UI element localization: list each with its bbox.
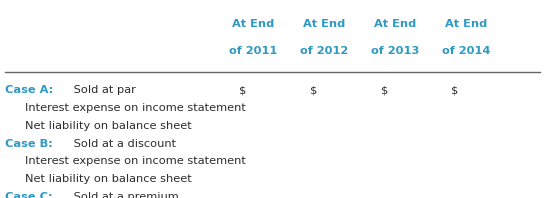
Text: Sold at a discount: Sold at a discount	[70, 139, 176, 148]
Text: At End: At End	[374, 19, 416, 29]
Text: of 2014: of 2014	[442, 47, 490, 56]
Text: Interest expense on income statement: Interest expense on income statement	[25, 156, 245, 166]
Text: $: $	[451, 85, 459, 95]
Text: of 2011: of 2011	[229, 47, 277, 56]
Text: Net liability on balance sheet: Net liability on balance sheet	[25, 121, 191, 131]
Text: of 2013: of 2013	[371, 47, 419, 56]
Text: $: $	[239, 85, 246, 95]
Text: Sold at par: Sold at par	[70, 85, 136, 95]
Text: Net liability on balance sheet: Net liability on balance sheet	[25, 174, 191, 184]
Text: of 2012: of 2012	[300, 47, 348, 56]
Text: $: $	[310, 85, 317, 95]
Text: $: $	[380, 85, 388, 95]
Text: Interest expense on income statement: Interest expense on income statement	[25, 103, 245, 113]
Text: Case A:: Case A:	[5, 85, 54, 95]
Text: At End: At End	[445, 19, 487, 29]
Text: Sold at a premium: Sold at a premium	[70, 192, 178, 198]
Text: Case B:: Case B:	[5, 139, 53, 148]
Text: At End: At End	[303, 19, 346, 29]
Text: Case C:: Case C:	[5, 192, 53, 198]
Text: At End: At End	[232, 19, 275, 29]
